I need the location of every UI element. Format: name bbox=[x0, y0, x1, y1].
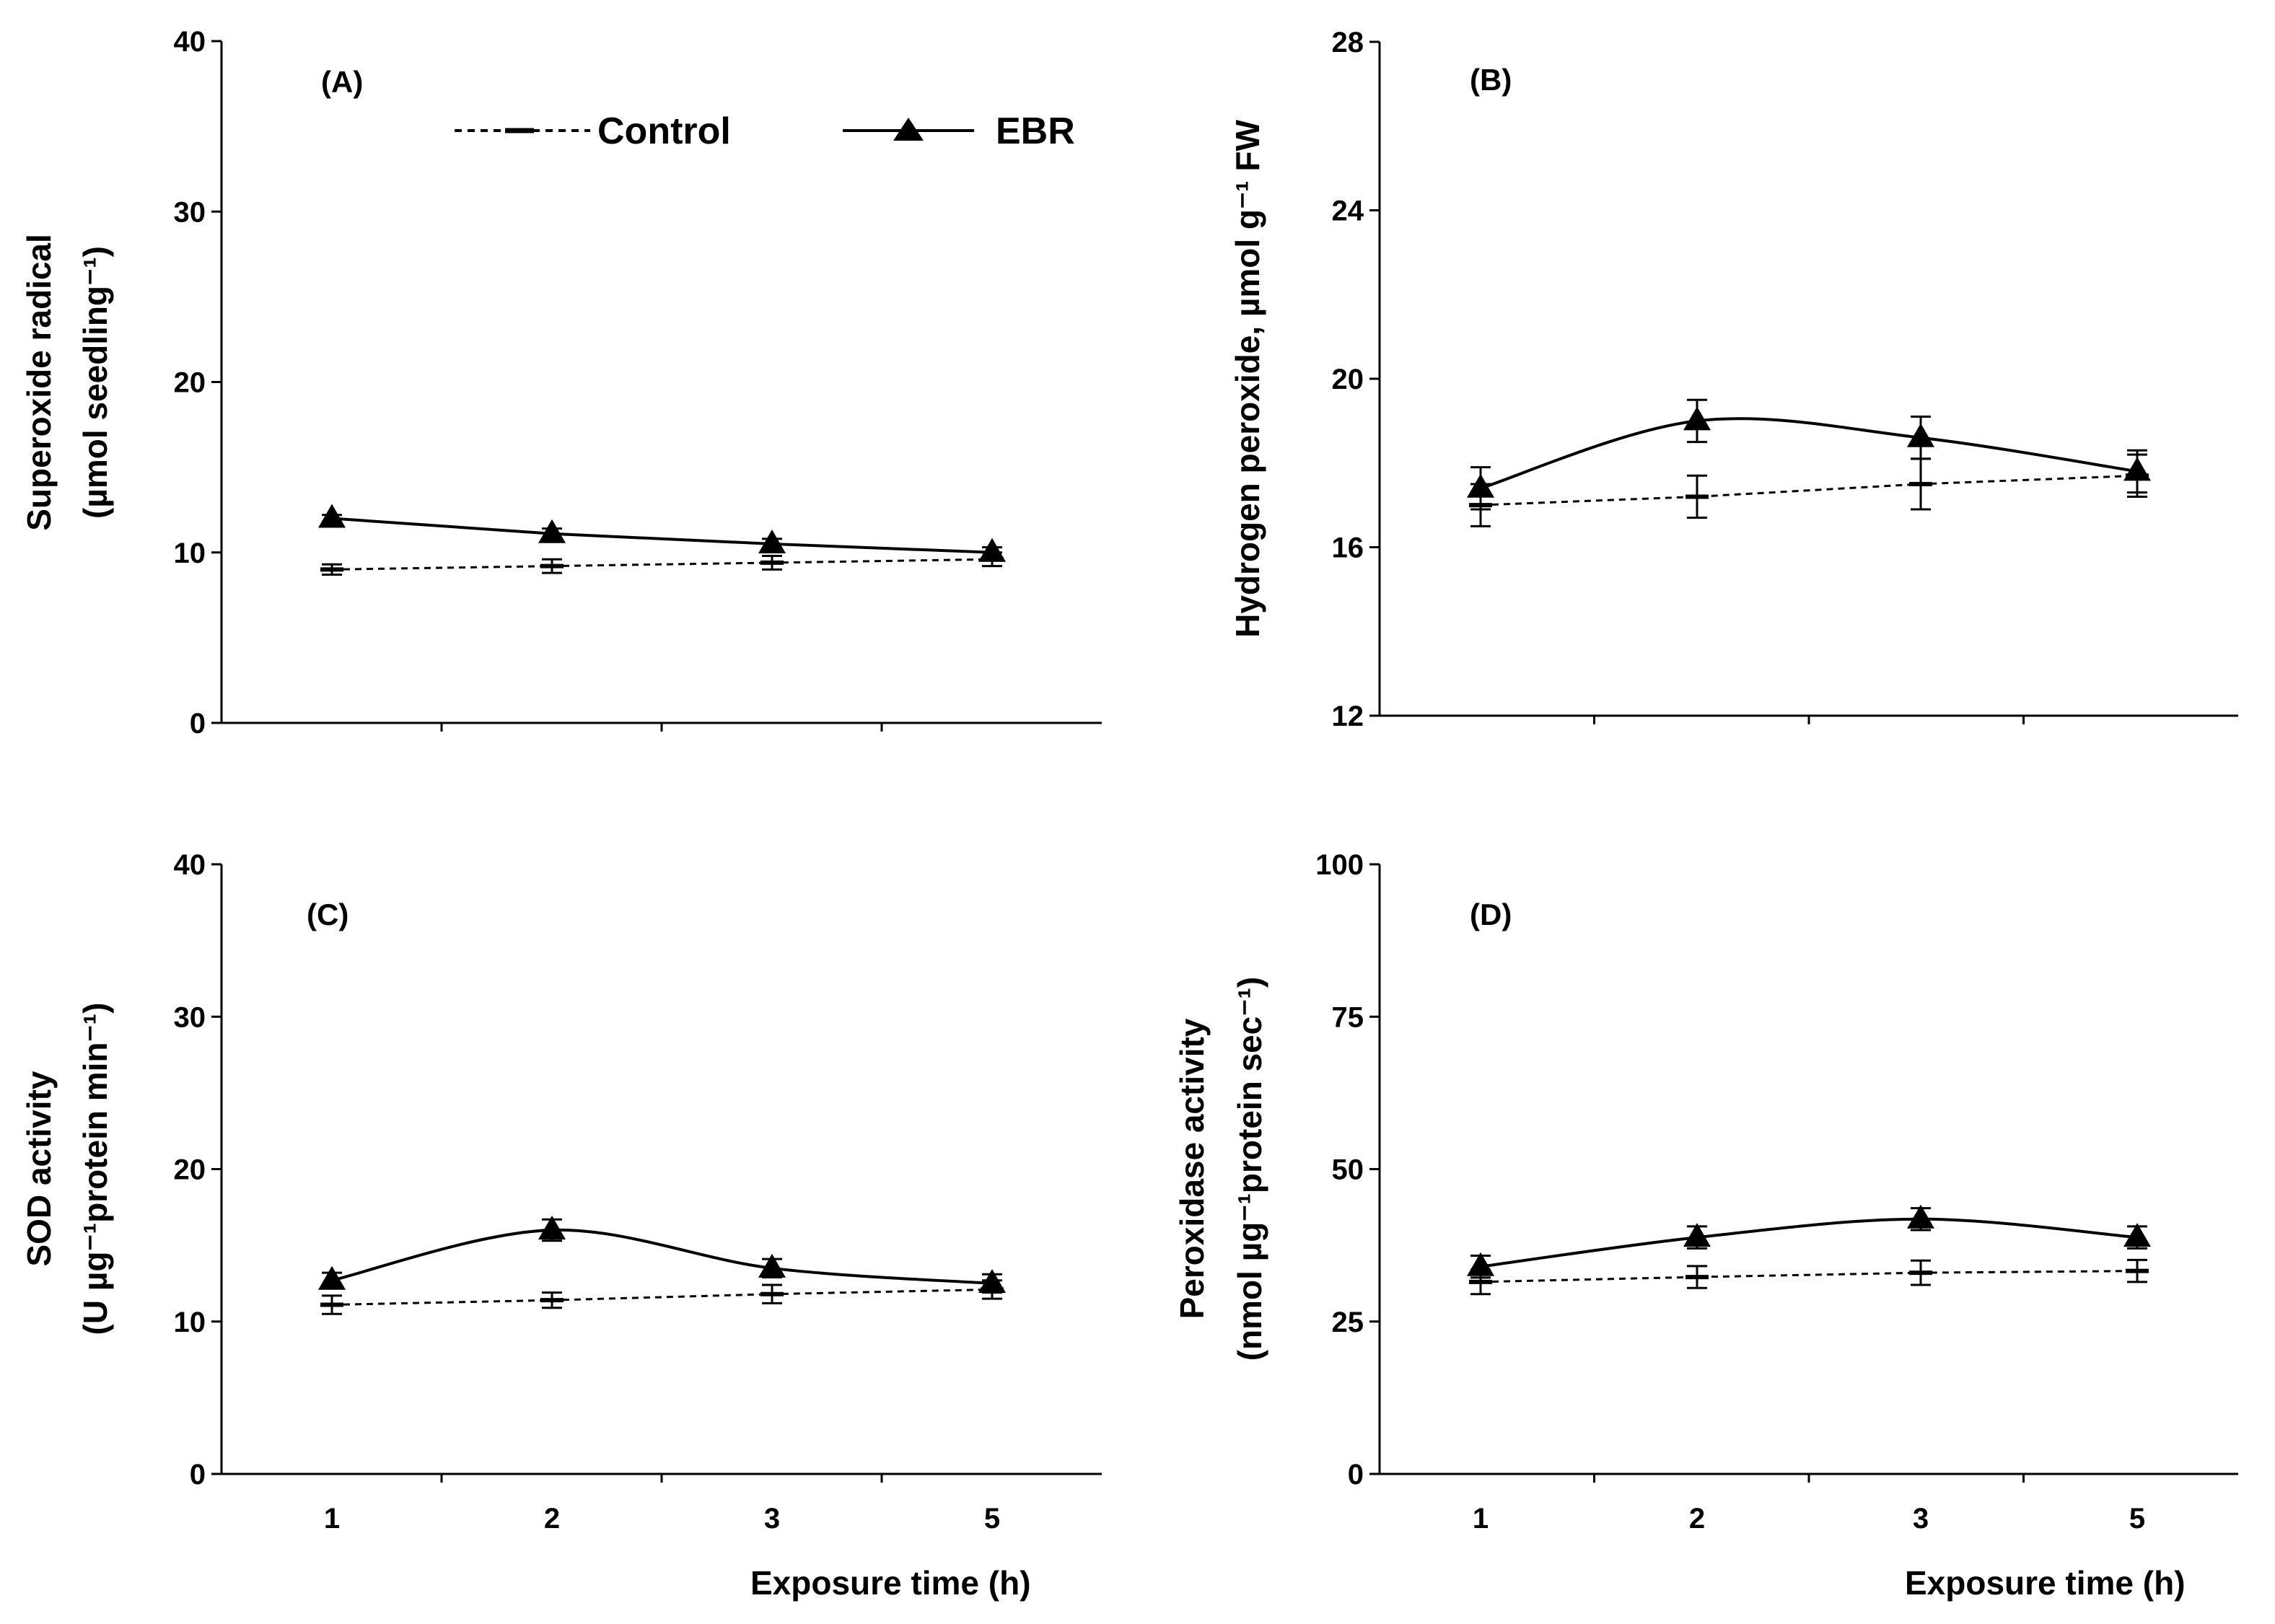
legend-ebr-label: EBR bbox=[996, 110, 1075, 152]
ebr-point bbox=[978, 537, 1006, 562]
y-tick-label: 100 bbox=[1315, 849, 1364, 881]
control-line bbox=[331, 1288, 993, 1307]
y-tick-label: 10 bbox=[174, 1307, 206, 1338]
ebr-line bbox=[1480, 417, 2138, 490]
x-tick-label: 1 bbox=[324, 1503, 340, 1535]
ebr-line bbox=[331, 517, 993, 554]
ebr-point bbox=[2123, 457, 2151, 481]
x-tick-label: 5 bbox=[2129, 1503, 2145, 1535]
y-tick-label: 28 bbox=[1332, 27, 1364, 58]
y-tick-label: 0 bbox=[190, 1459, 206, 1491]
panel-label: (A) bbox=[321, 65, 363, 99]
control-line bbox=[1480, 474, 2138, 506]
x-tick-label: 1 bbox=[1473, 1503, 1489, 1535]
panel-label: (B) bbox=[1470, 63, 1512, 97]
panel-a: 0 10 20 30 40 (A) Superoxide radical (µmol seed… bbox=[20, 26, 1102, 739]
x-tick-label: 3 bbox=[764, 1503, 780, 1535]
y-axis-label: SOD activity bbox=[20, 1071, 58, 1266]
panel-c: 0 10 20 30 40 1 2 3 5 (C) SOD activity (U µg⁻¹prote… bbox=[20, 849, 1102, 1602]
ebr-point bbox=[318, 1265, 346, 1290]
ebr-line bbox=[331, 1228, 993, 1285]
y-tick-label: 20 bbox=[174, 1154, 206, 1186]
ebr-line bbox=[1480, 1217, 2138, 1268]
y-tick-label: 50 bbox=[1332, 1154, 1364, 1186]
control-line bbox=[331, 558, 993, 571]
y-tick-label: 24 bbox=[1332, 196, 1364, 227]
ebr-point bbox=[318, 504, 346, 528]
ebr-point bbox=[1467, 1252, 1494, 1276]
panel-label: (C) bbox=[307, 897, 349, 931]
y-axis-label: (U µg⁻¹protein min⁻¹) bbox=[76, 1003, 114, 1335]
y-tick-label: 20 bbox=[1332, 364, 1364, 395]
y-tick-label: 10 bbox=[174, 537, 206, 569]
y-axis-label: (nmol µg⁻¹protein sec⁻¹) bbox=[1231, 977, 1268, 1361]
ebr-point bbox=[1683, 1223, 1711, 1247]
x-tick-label: 5 bbox=[984, 1503, 1000, 1535]
y-tick-label: 0 bbox=[190, 708, 206, 739]
y-tick-label: 40 bbox=[174, 26, 206, 58]
x-tick-label: 2 bbox=[544, 1503, 560, 1535]
x-axis-label: Exposure time (h) bbox=[750, 1564, 1031, 1602]
y-axis-label: Peroxidase activity bbox=[1173, 1018, 1211, 1319]
y-tick-label: 30 bbox=[174, 196, 206, 228]
panel-d: 0 25 50 75 100 1 2 3 5 (D) Peroxidase activity (nmo… bbox=[1173, 849, 2238, 1602]
y-tick-label: 25 bbox=[1332, 1307, 1364, 1338]
y-axis-label: Superoxide radical bbox=[20, 234, 58, 531]
ebr-point bbox=[1683, 406, 1711, 431]
y-axis-label: Hydrogen peroxide, µmol g⁻¹ FW bbox=[1229, 120, 1266, 638]
ebr-point bbox=[1907, 423, 1934, 447]
x-axis-label: Exposure time (h) bbox=[1905, 1564, 2186, 1602]
x-tick-label: 3 bbox=[1913, 1503, 1929, 1535]
y-axis-label: (µmol seedling⁻¹) bbox=[76, 246, 114, 519]
y-tick-label: 30 bbox=[174, 1001, 206, 1033]
ebr-point bbox=[758, 1253, 786, 1278]
ebr-point bbox=[758, 529, 786, 553]
ebr-point bbox=[538, 1216, 566, 1239]
ebr-point bbox=[2123, 1223, 2151, 1247]
y-tick-label: 20 bbox=[174, 367, 206, 399]
y-tick-label: 16 bbox=[1332, 532, 1364, 564]
legend-control-label: Control bbox=[597, 110, 731, 152]
y-tick-label: 75 bbox=[1332, 1001, 1364, 1033]
panel-b: 12 16 20 24 28 (B) Hydrogen peroxide, µmol g⁻¹… bbox=[1229, 27, 2238, 732]
ebr-point bbox=[1907, 1204, 1934, 1229]
ebr-point bbox=[1467, 473, 1494, 498]
ebr-point bbox=[978, 1268, 1006, 1293]
control-line bbox=[1480, 1270, 2138, 1283]
y-tick-label: 40 bbox=[174, 849, 206, 881]
legend: Control EBR bbox=[455, 110, 1075, 152]
x-tick-label: 2 bbox=[1689, 1503, 1705, 1535]
panel-label: (D) bbox=[1470, 897, 1512, 931]
y-tick-label: 12 bbox=[1332, 701, 1364, 732]
legend-ebr-marker bbox=[893, 118, 924, 141]
ebr-point bbox=[538, 519, 566, 543]
y-tick-label: 0 bbox=[1348, 1459, 1364, 1491]
